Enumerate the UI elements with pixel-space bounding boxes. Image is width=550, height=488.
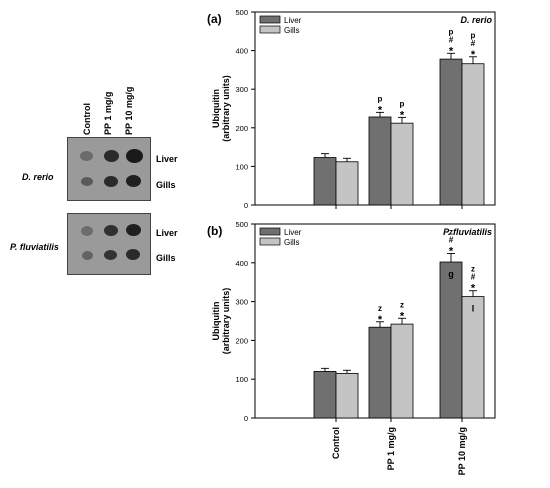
y-tick-label: 100 xyxy=(235,375,248,384)
blot-row-label: Liver xyxy=(156,154,178,164)
legend-label: Gills xyxy=(284,26,300,35)
blot-dot xyxy=(126,249,140,260)
bar-inner-label: l xyxy=(472,304,475,314)
species-label: P. fluviatilis xyxy=(443,227,492,237)
blot-dot xyxy=(104,250,117,260)
chart-panel-a: 0 100 200 300 400 500 Ubiquitin (arbitrary unit… xyxy=(207,8,496,210)
significance-marker: # xyxy=(449,35,454,44)
legend-swatch xyxy=(259,15,281,24)
significance-marker: * xyxy=(471,49,476,61)
significance-marker: * xyxy=(378,314,383,326)
y-tick-label: 200 xyxy=(235,124,248,133)
legend-label: Liver xyxy=(284,16,302,25)
significance-marker: p xyxy=(400,99,405,108)
significance-marker: * xyxy=(449,45,454,57)
blot-row-label: Gills xyxy=(156,180,176,190)
blot-species-label: D. rerio xyxy=(22,172,54,182)
blot-column-label-pp10: PP 10 mg/g xyxy=(124,86,134,135)
significance-marker: # xyxy=(471,39,476,48)
significance-marker: p xyxy=(378,94,383,103)
legend-label: Gills xyxy=(284,238,300,247)
legend-swatch xyxy=(259,25,281,34)
bar-inner-label: g xyxy=(448,269,454,279)
bar xyxy=(390,323,414,419)
bar xyxy=(368,116,392,206)
x-tick-label: PP 10 mg/g xyxy=(457,427,467,475)
chart-panel-b: 0 100 200 300 400 500 Ubiquitin (arbitrary unit… xyxy=(207,220,496,475)
legend-swatch xyxy=(259,237,281,246)
y-tick-label: 500 xyxy=(235,8,248,17)
significance-marker: z xyxy=(378,304,382,313)
bar xyxy=(461,296,485,419)
blot-dot xyxy=(126,149,143,163)
legend-swatch xyxy=(259,227,281,236)
bar xyxy=(390,122,414,206)
y-axis-label: Ubiquitin xyxy=(211,89,221,128)
blot-column-label-control: Control xyxy=(82,103,92,135)
significance-marker: # xyxy=(449,235,454,244)
blot-dot xyxy=(81,226,93,236)
y-tick-label: 300 xyxy=(235,85,248,94)
blot-dot xyxy=(80,151,93,161)
blot-panel-p-fluviatilis xyxy=(67,213,151,275)
x-tick-label: Control xyxy=(331,427,341,459)
species-label: D. rerio xyxy=(460,15,492,25)
panel-label: (b) xyxy=(207,224,222,238)
blot-column-label-pp1: PP 1 mg/g xyxy=(103,91,113,135)
y-axis-label: (arbitrary units) xyxy=(221,288,231,355)
significance-marker: z xyxy=(471,265,475,274)
bar xyxy=(439,261,463,419)
significance-marker: * xyxy=(449,245,454,257)
blot-panel-d-rerio xyxy=(67,137,151,201)
significance-marker: z xyxy=(400,300,404,309)
significance-marker: * xyxy=(400,310,405,322)
y-axis-label: Ubiquitin xyxy=(211,302,221,341)
blot-dot xyxy=(104,225,118,236)
blot-row-label: Gills xyxy=(156,253,176,263)
panel-label: (a) xyxy=(207,12,222,26)
y-tick-label: 100 xyxy=(235,162,248,171)
significance-marker: p xyxy=(449,27,454,36)
legend-label: Liver xyxy=(284,228,302,237)
bar xyxy=(335,161,359,206)
bar xyxy=(335,372,359,419)
blot-dot xyxy=(82,251,93,260)
y-axis-label: (arbitrary units) xyxy=(221,75,231,142)
y-tick-label: 400 xyxy=(235,47,248,56)
significance-marker: * xyxy=(400,109,405,121)
significance-marker: * xyxy=(378,104,383,116)
blot-dot xyxy=(81,177,93,186)
y-tick-label: 0 xyxy=(244,201,248,210)
significance-marker: p xyxy=(471,31,476,40)
y-tick-label: 200 xyxy=(235,336,248,345)
significance-marker: # xyxy=(471,273,476,282)
blot-dot xyxy=(104,150,119,162)
bar xyxy=(313,157,337,206)
blot-dot xyxy=(104,176,118,187)
bar xyxy=(439,58,463,206)
y-tick-label: 400 xyxy=(235,259,248,268)
blot-species-label: P. fluviatilis xyxy=(10,242,59,252)
blot-dot xyxy=(126,175,141,187)
bar xyxy=(461,63,485,206)
significance-marker: * xyxy=(471,283,476,295)
bar xyxy=(313,371,337,419)
y-tick-label: 500 xyxy=(235,220,248,229)
blot-row-label: Liver xyxy=(156,228,178,238)
x-tick-label: PP 1 mg/g xyxy=(386,427,396,470)
bar xyxy=(368,326,392,419)
y-tick-label: 0 xyxy=(244,414,248,423)
significance-marker: z xyxy=(449,227,453,236)
y-tick-label: 300 xyxy=(235,298,248,307)
blot-dot xyxy=(126,224,141,236)
